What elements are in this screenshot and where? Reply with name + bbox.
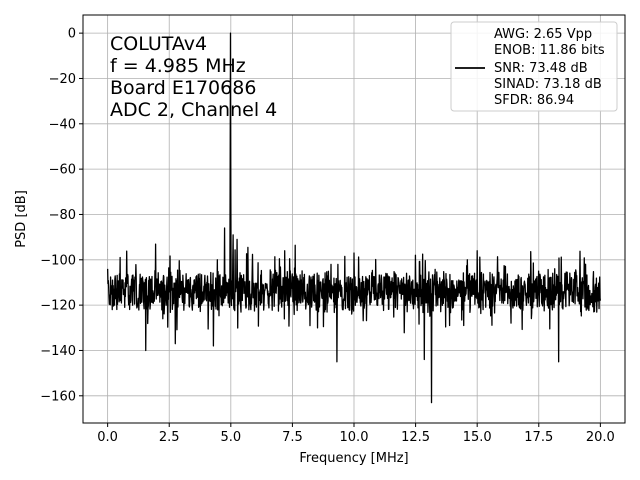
y-tick-label: −160 <box>40 389 76 404</box>
y-tick-label: −120 <box>40 299 76 314</box>
y-axis-ticks: 0 −20 −40 −60 −80 −100 −120 −140 −160 <box>40 27 83 404</box>
x-tick-label: 15.0 <box>463 430 492 445</box>
annotation-line-chip: COLUTAv4 <box>110 33 207 55</box>
x-tick-label: 12.5 <box>401 430 430 445</box>
annotation-block: COLUTAv4 f = 4.985 MHz Board E170686 ADC… <box>110 33 277 121</box>
legend-line-snr: SNR: 73.48 dB <box>494 61 588 76</box>
annotation-line-board: Board E170686 <box>110 77 256 99</box>
psd-trace <box>106 32 602 404</box>
x-tick-label: 5.0 <box>220 430 241 445</box>
x-axis-ticks: 0.0 2.5 5.0 7.5 10.0 12.5 15.0 17.5 20.0 <box>97 423 615 445</box>
x-tick-label: 0.0 <box>97 430 118 445</box>
legend-box <box>450 21 618 112</box>
series-line <box>106 32 602 404</box>
legend-line-sfdr: SFDR: 86.94 <box>494 93 574 108</box>
x-tick-label: 20.0 <box>586 430 615 445</box>
legend: AWG: 2.65 Vpp ENOB: 11.86 bits SNR: 73.4… <box>450 21 618 112</box>
x-axis-label: Frequency [MHz] <box>299 451 408 466</box>
y-axis-label: PSD [dB] <box>14 190 29 248</box>
y-tick-label: −80 <box>49 208 76 223</box>
x-tick-label: 2.5 <box>159 430 180 445</box>
y-tick-label: −20 <box>49 72 76 87</box>
x-tick-label: 10.0 <box>340 430 369 445</box>
annotation-line-channel: ADC 2, Channel 4 <box>110 99 277 121</box>
annotation-line-frequency: f = 4.985 MHz <box>110 55 246 77</box>
y-tick-label: −140 <box>40 344 76 359</box>
legend-line-awg: AWG: 2.65 Vpp <box>494 27 592 42</box>
y-tick-label: −40 <box>49 117 76 132</box>
y-tick-label: 0 <box>68 27 76 42</box>
y-tick-label: −60 <box>49 163 76 178</box>
x-tick-label: 7.5 <box>282 430 303 445</box>
y-tick-label: −100 <box>40 253 76 268</box>
legend-line-enob: ENOB: 11.86 bits <box>494 43 605 58</box>
x-tick-label: 17.5 <box>524 430 553 445</box>
legend-line-sinad: SINAD: 73.18 dB <box>494 77 602 92</box>
